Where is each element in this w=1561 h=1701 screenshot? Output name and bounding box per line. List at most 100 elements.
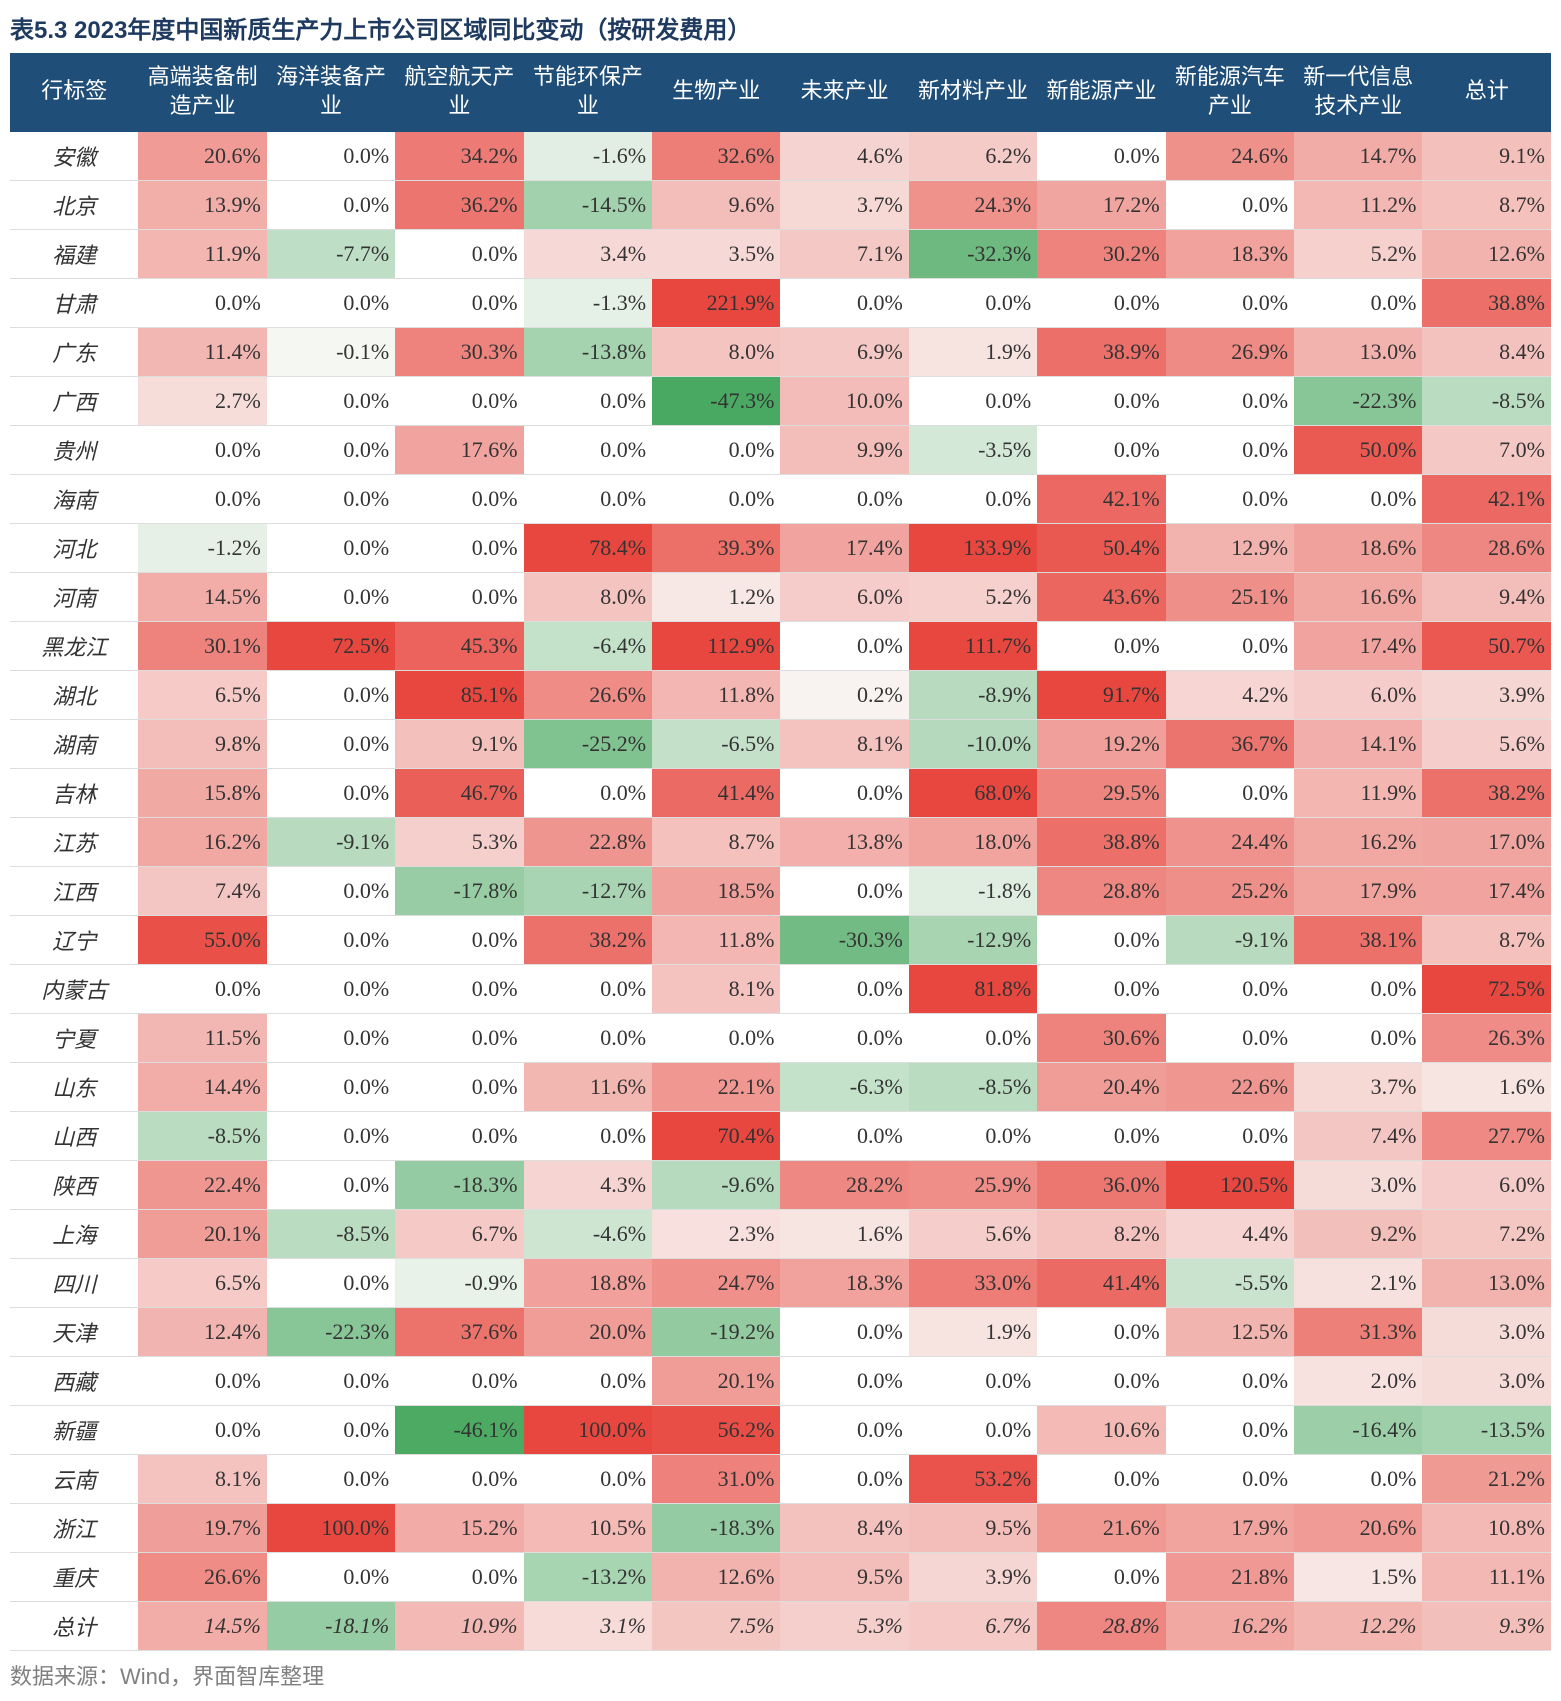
table-row: 河南14.5%0.0%0.0%8.0%1.2%6.0%5.2%43.6%25.1… [10,573,1551,622]
data-cell: 25.9% [909,1161,1037,1210]
data-cell: 0.0% [267,1406,395,1455]
data-cell: 0.0% [395,377,523,426]
row-label: 云南 [10,1455,138,1504]
data-cell: 68.0% [909,769,1037,818]
data-cell: 0.0% [267,1553,395,1602]
data-cell: 0.0% [524,1014,652,1063]
data-cell: 0.0% [1166,1357,1294,1406]
data-cell: 10.6% [1037,1406,1165,1455]
data-cell: 100.0% [524,1406,652,1455]
data-cell: 6.0% [1294,671,1422,720]
table-row: 江西7.4%0.0%-17.8%-12.7%18.5%0.0%-1.8%28.8… [10,867,1551,916]
row-label: 辽宁 [10,916,138,965]
data-cell: 0.0% [1166,181,1294,230]
data-cell: 11.2% [1294,181,1422,230]
data-cell: 7.4% [1294,1112,1422,1161]
data-cell: 17.4% [1422,867,1551,916]
data-cell: 20.0% [524,1308,652,1357]
data-cell: 24.7% [652,1259,780,1308]
data-cell: -22.3% [1294,377,1422,426]
data-cell: 5.2% [1294,230,1422,279]
data-cell: 0.0% [1294,475,1422,524]
data-cell: -9.1% [1166,916,1294,965]
data-cell: 17.4% [1294,622,1422,671]
data-cell: 42.1% [1422,475,1551,524]
row-label: 江苏 [10,818,138,867]
data-cell: 13.0% [1422,1259,1551,1308]
table-row: 内蒙古0.0%0.0%0.0%0.0%8.1%0.0%81.8%0.0%0.0%… [10,965,1551,1014]
data-cell: 0.0% [1037,131,1165,181]
col-header: 高端装备制造产业 [138,53,266,131]
data-cell: 6.2% [909,131,1037,181]
table-title: 表5.3 2023年度中国新质生产力上市公司区域同比变动（按研发费用） [10,10,1551,45]
table-body: 安徽20.6%0.0%34.2%-1.6%32.6%4.6%6.2%0.0%24… [10,131,1551,1651]
data-cell: 16.2% [138,818,266,867]
data-cell: 9.3% [1422,1602,1551,1651]
table-row: 总计14.5%-18.1%10.9%3.1%7.5%5.3%6.7%28.8%1… [10,1602,1551,1651]
data-cell: 0.0% [267,1259,395,1308]
data-cell: -6.4% [524,622,652,671]
data-cell: 41.4% [1037,1259,1165,1308]
data-cell: 0.0% [395,1063,523,1112]
data-cell: 8.7% [1422,916,1551,965]
data-cell: 6.0% [780,573,908,622]
row-label: 四川 [10,1259,138,1308]
data-cell: 22.1% [652,1063,780,1112]
data-cell: 9.6% [652,181,780,230]
data-cell: 0.0% [267,916,395,965]
table-row: 重庆26.6%0.0%0.0%-13.2%12.6%9.5%3.9%0.0%21… [10,1553,1551,1602]
data-cell: 16.2% [1166,1602,1294,1651]
table-row: 黑龙江30.1%72.5%45.3%-6.4%112.9%0.0%111.7%0… [10,622,1551,671]
data-cell: 21.8% [1166,1553,1294,1602]
data-cell: 1.6% [780,1210,908,1259]
data-cell: 0.0% [524,1357,652,1406]
data-cell: 0.0% [909,279,1037,328]
row-label: 海南 [10,475,138,524]
row-label: 江西 [10,867,138,916]
row-label: 上海 [10,1210,138,1259]
data-cell: -19.2% [652,1308,780,1357]
data-cell: 50.4% [1037,524,1165,573]
data-cell: -13.2% [524,1553,652,1602]
data-cell: 0.0% [395,524,523,573]
data-cell: 8.7% [652,818,780,867]
table-row: 海南0.0%0.0%0.0%0.0%0.0%0.0%0.0%42.1%0.0%0… [10,475,1551,524]
data-cell: 19.2% [1037,720,1165,769]
data-cell: 72.5% [267,622,395,671]
col-header: 未来产业 [780,53,908,131]
data-cell: 50.0% [1294,426,1422,475]
data-cell: 8.7% [1422,181,1551,230]
data-cell: 55.0% [138,916,266,965]
table-row: 广西2.7%0.0%0.0%0.0%-47.3%10.0%0.0%0.0%0.0… [10,377,1551,426]
data-cell: 0.0% [395,1455,523,1504]
data-cell: 14.5% [138,1602,266,1651]
data-cell: 20.4% [1037,1063,1165,1112]
data-cell: 36.2% [395,181,523,230]
data-cell: 19.7% [138,1504,266,1553]
row-label: 新疆 [10,1406,138,1455]
data-cell: 2.0% [1294,1357,1422,1406]
row-label: 河南 [10,573,138,622]
col-header: 航空航天产业 [395,53,523,131]
data-cell: 0.0% [267,131,395,181]
data-cell: 3.1% [524,1602,652,1651]
data-cell: -9.6% [652,1161,780,1210]
row-label: 广东 [10,328,138,377]
data-cell: -13.8% [524,328,652,377]
data-cell: 21.6% [1037,1504,1165,1553]
col-header: 海洋装备产业 [267,53,395,131]
data-cell: 15.2% [395,1504,523,1553]
data-cell: 0.0% [524,377,652,426]
data-cell: 3.7% [780,181,908,230]
table-row: 贵州0.0%0.0%17.6%0.0%0.0%9.9%-3.5%0.0%0.0%… [10,426,1551,475]
data-cell: 30.3% [395,328,523,377]
data-cell: 8.0% [652,328,780,377]
data-cell: 0.0% [267,769,395,818]
data-cell: 36.0% [1037,1161,1165,1210]
data-cell: 17.4% [780,524,908,573]
data-cell: 5.6% [909,1210,1037,1259]
row-label: 山东 [10,1063,138,1112]
data-cell: 13.9% [138,181,266,230]
data-cell: -18.1% [267,1602,395,1651]
data-cell: -4.6% [524,1210,652,1259]
